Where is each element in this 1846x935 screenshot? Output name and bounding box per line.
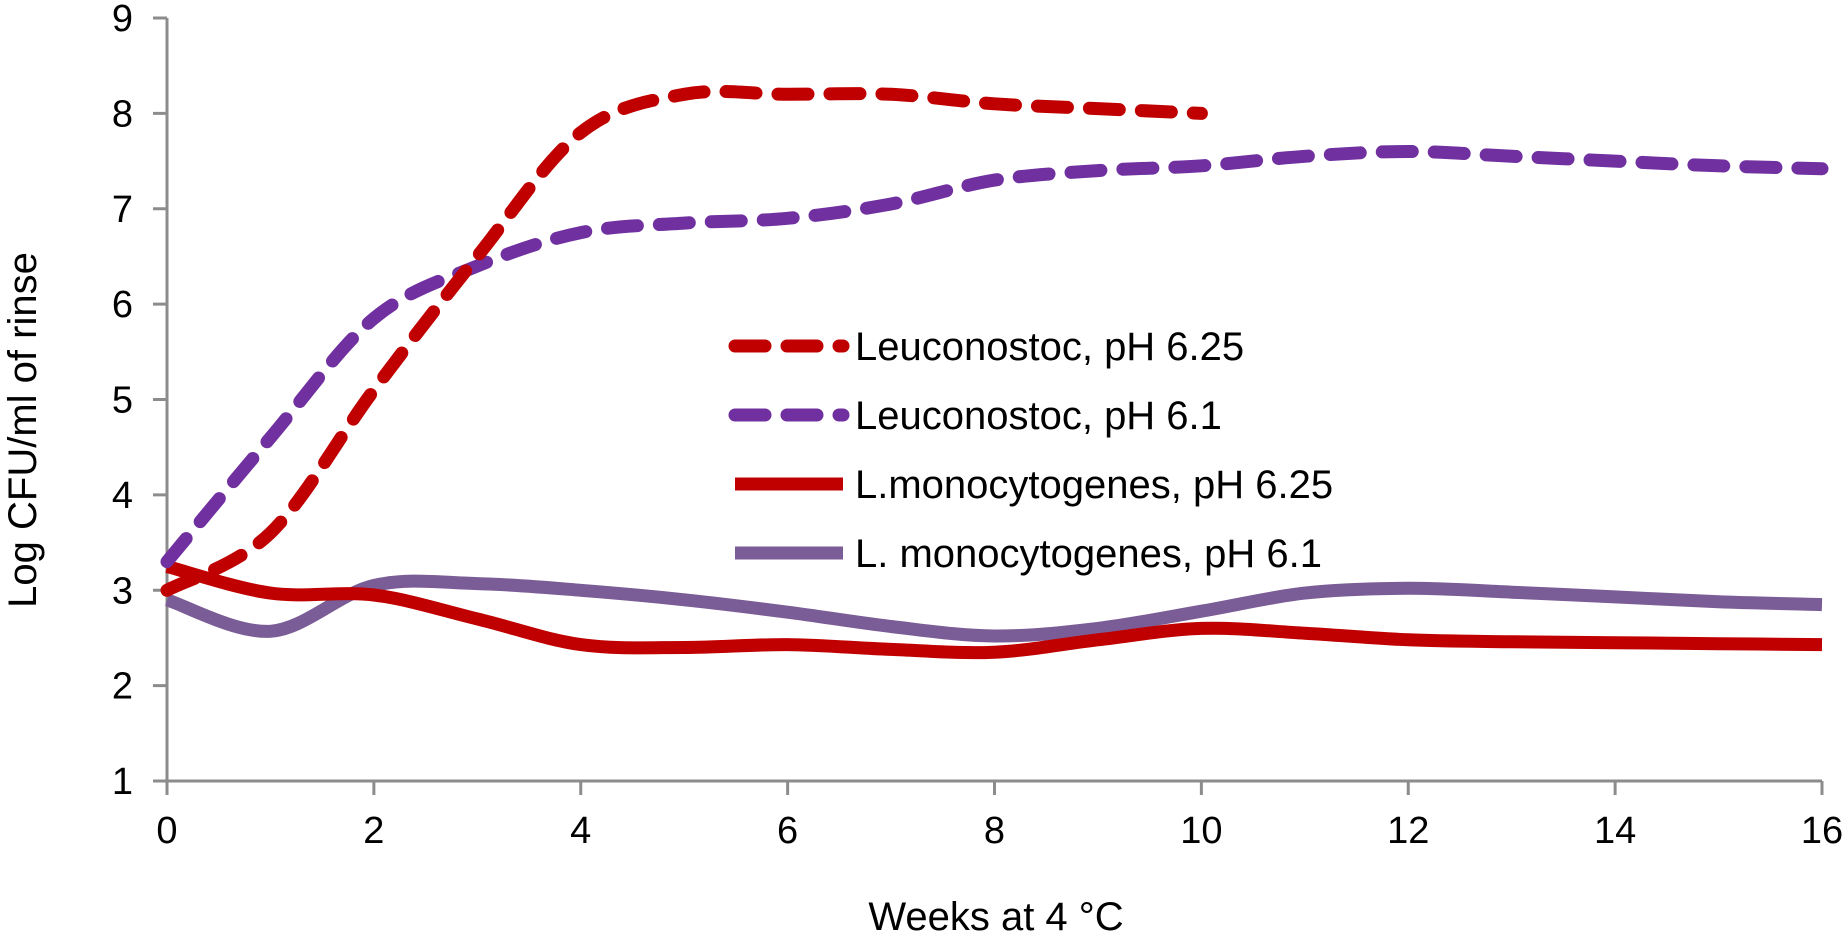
x-tick-label: 2 [363, 810, 384, 852]
x-tick-label: 12 [1387, 810, 1429, 852]
x-axis-title: Weeks at 4 °C [868, 895, 1123, 935]
legend: Leuconostoc, pH 6.25 Leuconostoc, pH 6.1 L… [728, 325, 1333, 576]
series-line-3 [164, 574, 1823, 643]
legend-label-3: L. monocytogenes, pH 6.1 [855, 532, 1322, 576]
y-tick-label: 8 [112, 93, 133, 135]
y-tick-label: 7 [112, 189, 133, 231]
legend-label-1: Leuconostoc, pH 6.1 [855, 394, 1222, 438]
y-tick-label: 6 [112, 284, 133, 326]
series-line-1 [160, 145, 1829, 569]
x-tick-label: 6 [777, 810, 798, 852]
y-tick-label: 2 [112, 666, 133, 708]
x-tick-label: 4 [570, 810, 591, 852]
y-tick-label: 1 [112, 761, 133, 803]
x-tick-label: 10 [1180, 810, 1222, 852]
x-tick-label: 14 [1594, 810, 1636, 852]
legend-label-2: L.monocytogenes, pH 6.25 [855, 463, 1333, 507]
y-tick-label: 4 [112, 475, 133, 517]
y-tick-label: 5 [112, 380, 133, 422]
series-group [160, 84, 1829, 660]
y-tick-label: 3 [112, 570, 133, 612]
legend-label-0: Leuconostoc, pH 6.25 [855, 325, 1244, 369]
series-line-2 [165, 560, 1823, 660]
series-line-0 [160, 84, 1208, 597]
x-tick-label: 16 [1801, 810, 1843, 852]
y-tick-label: 9 [112, 0, 133, 40]
x-tick-label: 0 [156, 810, 177, 852]
y-axis-title: Log CFU/ml of rinse [1, 252, 45, 608]
x-tick-label: 8 [984, 810, 1005, 852]
